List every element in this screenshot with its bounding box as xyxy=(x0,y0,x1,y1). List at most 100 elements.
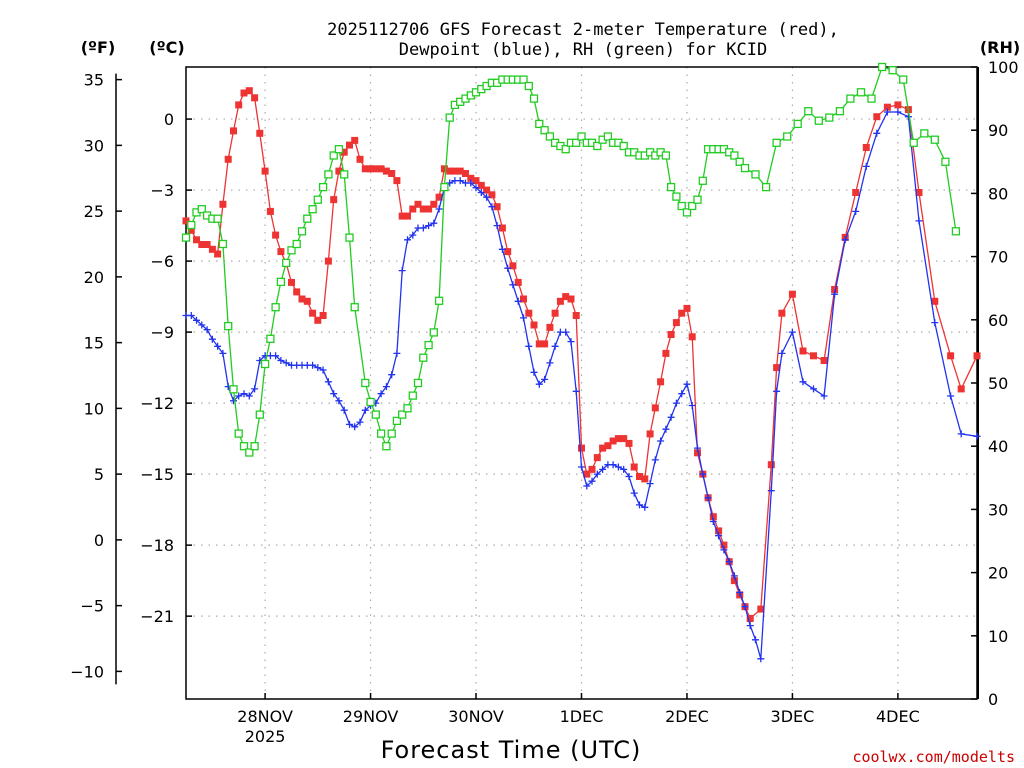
dewpoint-point xyxy=(746,622,754,630)
dewpoint-point xyxy=(346,420,353,428)
dewpoint-point xyxy=(725,558,733,566)
dewpoint-point xyxy=(694,444,701,452)
dewpoint-point xyxy=(456,177,464,185)
dewpoint-point xyxy=(609,461,617,469)
temp-point xyxy=(604,442,612,450)
rh-point xyxy=(814,116,823,125)
dewpoint-point xyxy=(699,470,707,478)
fahrenheit-tick-label: 15 xyxy=(84,334,104,353)
dewpoint-point xyxy=(641,503,649,511)
temp-point xyxy=(298,295,306,303)
temp-point xyxy=(646,430,654,438)
rh-point xyxy=(682,208,692,217)
temp-point xyxy=(973,352,981,360)
temp-point xyxy=(720,541,728,549)
rh-point xyxy=(313,195,322,204)
rh-point xyxy=(920,129,929,138)
dewpoint-point xyxy=(214,342,222,350)
rh-point xyxy=(350,303,359,312)
temp-point xyxy=(546,323,554,331)
rh-point xyxy=(867,94,876,103)
dewpoint-point xyxy=(520,314,527,322)
chart-title-line1: 2025112706 GFS Forecast 2-meter Temperat… xyxy=(327,20,839,40)
dewpoint-point xyxy=(251,385,259,393)
rh-tick-label: 90 xyxy=(988,121,1008,140)
temp-point xyxy=(620,435,628,443)
fahrenheit-tick-label: 30 xyxy=(84,136,104,155)
credit-link[interactable]: coolwx.com/modelts xyxy=(852,748,1015,766)
temp-point xyxy=(451,167,459,175)
dewpoint-point xyxy=(720,546,728,554)
dewpoint-point xyxy=(688,402,696,409)
dewpoint-point xyxy=(541,375,549,383)
dewpoint-point xyxy=(409,231,417,239)
dewpoint-point xyxy=(820,392,828,400)
temp-point xyxy=(477,181,485,189)
temp-point xyxy=(356,155,364,163)
dewpoint-point xyxy=(873,129,881,137)
rh-point xyxy=(899,75,908,84)
dewpoint-point xyxy=(404,236,411,244)
celsius-tick-label: 0 xyxy=(164,110,174,129)
temp-point xyxy=(351,136,359,144)
rh-point xyxy=(951,227,961,236)
temp-point xyxy=(525,309,533,317)
temp-point xyxy=(462,170,469,177)
series-rh xyxy=(181,62,961,457)
dewpoint-point xyxy=(599,465,607,473)
dewpoint-point xyxy=(504,264,512,272)
rh-unit-label: (RH) xyxy=(980,38,1020,57)
rh-point xyxy=(266,334,275,343)
time-tick-label: 4DEC xyxy=(876,707,920,726)
temp-point xyxy=(409,205,417,213)
tick-labels: 35302520151050−5−100−3−6−9−12−15−18−2110… xyxy=(70,58,1018,746)
temp-point xyxy=(678,309,686,317)
temp-point xyxy=(641,475,649,483)
rh-point xyxy=(403,404,412,413)
rh-point xyxy=(603,132,613,141)
dewpoint-point xyxy=(630,489,638,497)
series-line xyxy=(185,89,978,620)
dewpoint-point xyxy=(546,359,554,367)
dewpoint-point xyxy=(514,297,522,305)
dewpoint-point xyxy=(715,532,723,540)
fahrenheit-tick-label: 5 xyxy=(94,465,104,484)
dewpoint-point xyxy=(488,203,496,211)
rh-point xyxy=(445,113,454,122)
time-tick-label: 3DEC xyxy=(771,707,815,726)
temp-point xyxy=(541,340,549,348)
dewpoint-point xyxy=(778,349,786,357)
temp-point xyxy=(514,278,522,286)
rh-point xyxy=(930,135,939,144)
fahrenheit-tick-label: 10 xyxy=(84,399,104,418)
dewpoint-point xyxy=(657,437,665,445)
dewpoint-point xyxy=(704,494,712,502)
rh-point xyxy=(440,182,449,192)
temp-point xyxy=(214,250,222,258)
temp-point xyxy=(599,444,607,452)
rh-point xyxy=(371,410,380,419)
temp-point xyxy=(831,286,839,293)
temp-point xyxy=(509,262,517,270)
data-series xyxy=(181,62,981,663)
rh-point xyxy=(392,416,402,426)
rh-tick-label: 80 xyxy=(988,184,1008,203)
dewpoint-point xyxy=(309,361,317,369)
temp-point xyxy=(245,87,253,95)
dewpoint-point xyxy=(324,378,332,386)
dewpoint-point xyxy=(319,366,327,374)
dewpoint-point xyxy=(525,342,533,350)
temp-point xyxy=(862,144,870,151)
dewpoint-point xyxy=(730,572,738,580)
temp-point xyxy=(187,226,195,234)
rh-point xyxy=(181,233,191,242)
dewpoint-point xyxy=(277,357,285,364)
dewpoint-point xyxy=(493,222,501,230)
temp-point xyxy=(578,444,585,452)
rh-point xyxy=(345,233,354,242)
dewpoint-point xyxy=(203,326,211,334)
rh-point xyxy=(572,138,581,147)
dewpoint-point xyxy=(852,207,860,215)
rh-tick-label: 0 xyxy=(988,690,998,709)
